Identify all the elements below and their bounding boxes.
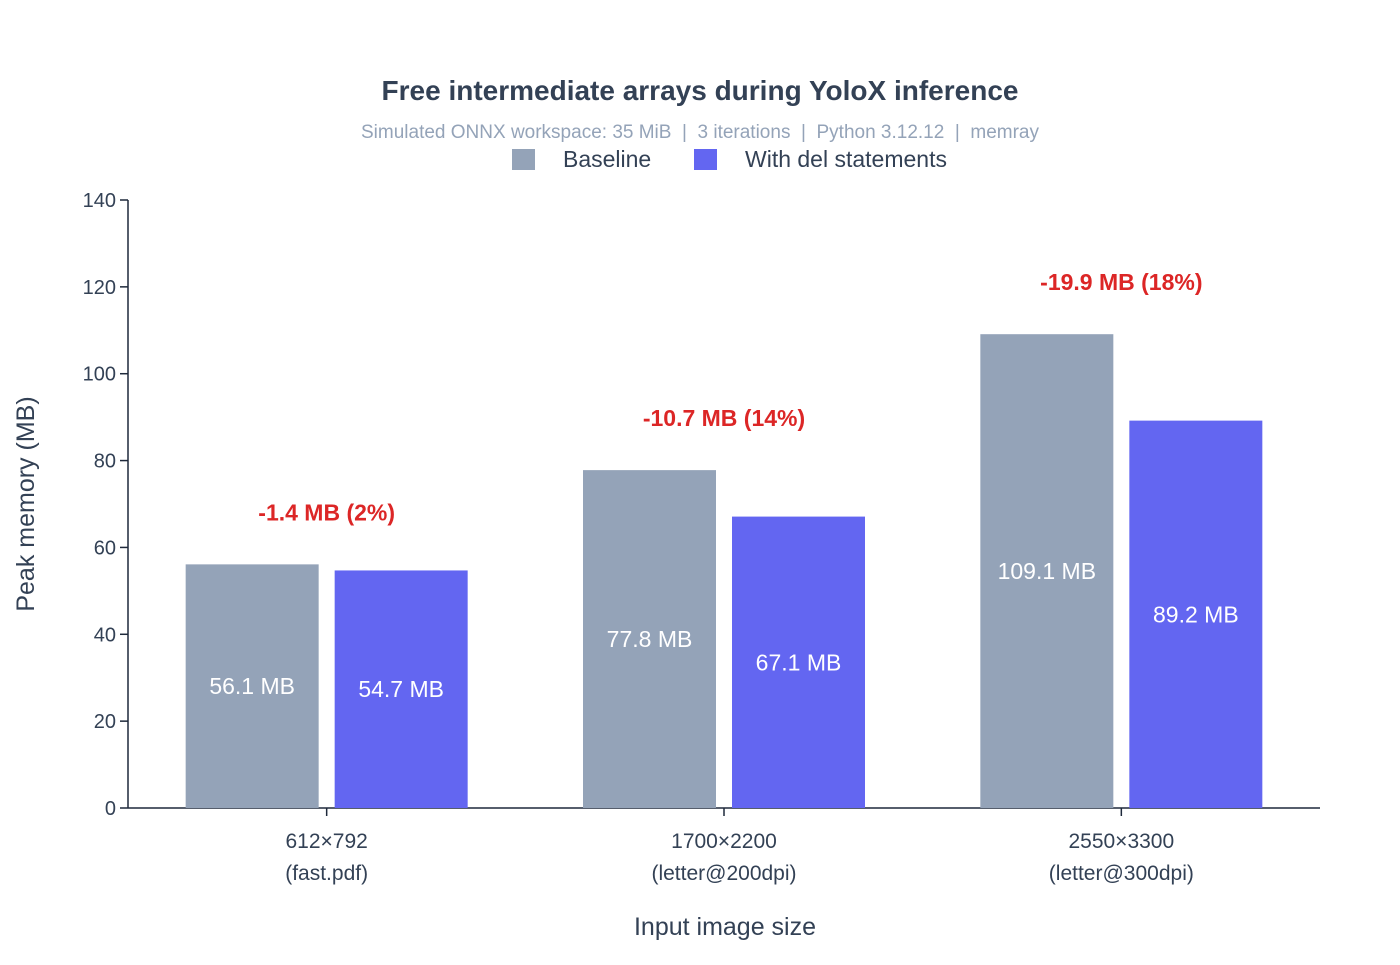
bar-value-label: 67.1 MB <box>756 649 842 675</box>
bar-with-del-2 <box>732 516 865 808</box>
y-tick-label: 100 <box>83 364 116 386</box>
x-axis: 612×792 (fast.pdf) 1700×2200 (letter@200dpi… <box>128 807 1320 885</box>
bar-with-del-3 <box>1129 420 1263 808</box>
legend-label-2: With del statements <box>745 146 947 172</box>
bar-value-label: 89.2 MB <box>1153 601 1239 627</box>
x-axis-title: Input image size <box>634 913 816 941</box>
x-tick-label: 1700×2200 <box>671 830 777 853</box>
x-tick-label: (fast.pdf) <box>285 862 368 885</box>
x-tick-label: (letter@200dpi) <box>651 862 796 885</box>
bar-value-label: 56.1 MB <box>209 673 295 699</box>
y-tick-label: 40 <box>94 624 116 646</box>
annotations: -1.4 MB (2%) -10.7 MB (14%) -19.9 MB (18%) <box>258 269 1202 525</box>
delta-annotation: -1.4 MB (2%) <box>258 499 395 525</box>
delta-annotation: -10.7 MB (14%) <box>643 405 805 431</box>
x-tick-label: 2550×3300 <box>1068 830 1174 853</box>
bar-with-del-1 <box>334 570 468 808</box>
x-tick-label: (letter@300dpi) <box>1049 862 1194 885</box>
bar-value-label: 54.7 MB <box>358 676 444 702</box>
bars: 56.1 MB 54.7 MB 77.8 MB 67.1 MB 109.1 MB 89.2… <box>185 334 1263 808</box>
bar-baseline-2 <box>583 470 716 808</box>
y-tick-label: 140 <box>83 190 116 212</box>
y-tick-label: 20 <box>94 711 116 733</box>
legend-label-1: Baseline <box>563 146 651 172</box>
y-tick-label: 60 <box>94 537 116 559</box>
bar-value-label: 77.8 MB <box>607 626 693 652</box>
delta-annotation: -19.9 MB (18%) <box>1040 269 1202 295</box>
chart-title: Free intermediate arrays during YoloX in… <box>382 75 1019 106</box>
y-tick-label: 80 <box>94 451 116 473</box>
y-tick-label: 0 <box>105 798 116 820</box>
bar-baseline-3 <box>980 334 1114 808</box>
bar-value-label: 109.1 MB <box>998 558 1096 584</box>
y-tick-label: 120 <box>83 277 116 299</box>
y-axis-title: Peak memory (MB) <box>12 396 40 611</box>
chart-subtitle: Simulated ONNX workspace: 35 MiB | 3 ite… <box>361 122 1039 143</box>
legend: Baseline With del statements <box>512 146 947 172</box>
legend-swatch-1 <box>512 149 535 170</box>
y-axis: 0 20 40 60 80 100 120 140 <box>83 190 129 820</box>
x-tick-label: 612×792 <box>285 830 367 853</box>
bar-baseline-1 <box>185 564 319 808</box>
legend-swatch-2 <box>694 149 717 170</box>
